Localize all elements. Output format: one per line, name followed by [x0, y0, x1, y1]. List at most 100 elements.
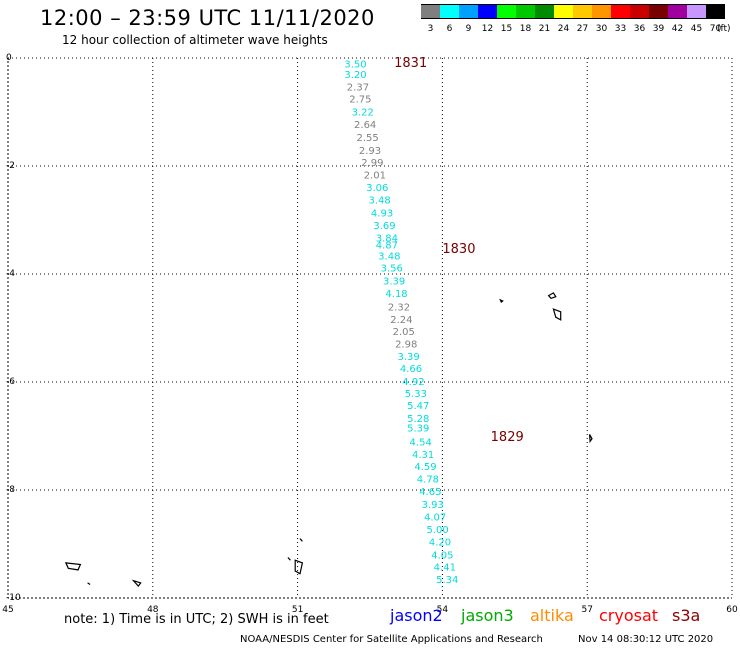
scale-label-18: 18 — [519, 24, 532, 34]
island-seychelles-b — [552, 308, 562, 321]
wave-height-value: 5.47 — [407, 401, 429, 412]
wave-height-value: 4.41 — [434, 563, 456, 574]
wave-height-value: 2.55 — [356, 133, 378, 144]
wave-height-value: 4.31 — [412, 450, 434, 461]
map-title: 12:00 – 23:59 UTC 11/11/2020 — [40, 6, 375, 30]
scale-label-21: 21 — [538, 24, 551, 34]
lat-tick-label: -10 — [6, 593, 21, 603]
scale-swatch-18 — [516, 4, 535, 19]
island-agalega — [589, 434, 593, 444]
satellite-s3a: s3a — [672, 606, 701, 625]
scale-unit: (ft) — [717, 24, 731, 34]
wave-height-value: 4.05 — [431, 550, 453, 561]
scale-swatch-45 — [687, 4, 706, 19]
scale-swatch-9 — [459, 4, 478, 19]
scale-swatch-12 — [478, 4, 497, 19]
lon-tick-label: 54 — [437, 605, 449, 615]
wave-height-value: 4.87 — [376, 240, 398, 251]
lat-tick-label: -8 — [6, 485, 15, 495]
wave-height-value: 4.65 — [419, 487, 441, 498]
scale-label-3: 3 — [427, 24, 434, 34]
wave-height-value: 4.07 — [424, 512, 446, 523]
wave-height-value: 3.39 — [397, 352, 419, 363]
wave-height-value: 3.48 — [369, 195, 391, 206]
wave-height-value: 5.33 — [405, 389, 427, 400]
scale-label-9: 9 — [465, 24, 472, 34]
scale-label-24: 24 — [557, 24, 570, 34]
pass-time-label: 1829 — [491, 430, 524, 445]
wave-height-value: 2.32 — [388, 302, 410, 313]
footer-credit: NOAA/NESDIS Center for Satellite Applica… — [240, 634, 543, 645]
wave-height-value: 3.20 — [344, 70, 366, 81]
wave-height-value: 2.75 — [349, 95, 371, 106]
scale-label-45: 45 — [690, 24, 703, 34]
wave-height-value: 4.18 — [385, 289, 407, 300]
wave-height-value: 3.06 — [366, 183, 388, 194]
wave-height-value: 3.69 — [373, 221, 395, 232]
wave-height-value: 2.37 — [347, 83, 369, 94]
lon-tick-label: 48 — [147, 605, 159, 615]
scale-swatch-70 — [706, 4, 725, 19]
pass-time-label: 1830 — [442, 242, 475, 257]
satellite-jason3: jason3 — [461, 606, 514, 625]
scale-swatch-3 — [421, 4, 440, 19]
map-subtitle: 12 hour collection of altimeter wave hei… — [62, 33, 328, 47]
island-seychelles-a — [547, 292, 557, 299]
wave-height-value: 4.59 — [414, 462, 436, 473]
wave-height-value: 3.84 — [376, 233, 398, 244]
wave-height-value: 4.20 — [429, 537, 451, 548]
scale-swatch-21 — [535, 4, 554, 19]
scale-swatch-24 — [554, 4, 573, 19]
wave-height-value: 2.01 — [364, 171, 386, 182]
lat-tick-label: -2 — [6, 161, 15, 171]
scale-label-12: 12 — [481, 24, 494, 34]
wave-height-value: 5.00 — [426, 525, 448, 536]
lon-tick-label: 45 — [2, 605, 13, 615]
wave-height-value: 4.54 — [410, 437, 432, 448]
wave-height-value: 3.56 — [381, 264, 403, 275]
wave-height-value: 3.22 — [352, 107, 374, 118]
island-cosmoledo — [131, 579, 142, 588]
satellite-cryosat: cryosat — [599, 606, 659, 625]
scale-label-15: 15 — [500, 24, 513, 34]
scale-swatch-39 — [649, 4, 668, 19]
lon-tick-label: 60 — [726, 605, 738, 615]
wave-height-value: 3.39 — [383, 276, 405, 287]
scale-swatch-42 — [668, 4, 687, 19]
scale-swatch-33 — [611, 4, 630, 19]
island-aldabra — [64, 562, 82, 571]
wave-height-value: 5.34 — [436, 575, 458, 586]
island-farquhar-b — [299, 538, 303, 542]
satellite-jason2: jason2 — [390, 606, 443, 625]
scale-swatch-15 — [497, 4, 516, 19]
scale-label-70: 70 — [709, 24, 722, 34]
wave-height-value: 3.93 — [422, 500, 444, 511]
island-providence — [287, 557, 291, 561]
footer-timestamp: Nov 14 08:30:12 UTC 2020 — [578, 634, 714, 645]
pass-time-label: 1831 — [394, 56, 427, 71]
wave-height-value: 3.50 — [344, 59, 366, 70]
scale-label-30: 30 — [595, 24, 608, 34]
wave-height-value: 5.28 — [407, 414, 429, 425]
wave-height-value: 2.93 — [359, 146, 381, 157]
wave-height-value: 2.24 — [390, 315, 412, 326]
wave-height-value: 2.05 — [393, 327, 415, 338]
lat-tick-label: -4 — [6, 269, 15, 279]
lon-tick-label: 57 — [581, 605, 592, 615]
scale-label-6: 6 — [446, 24, 453, 34]
wave-height-value: 4.92 — [402, 377, 424, 388]
scale-label-33: 33 — [614, 24, 627, 34]
wave-height-value: 4.66 — [400, 364, 422, 375]
scale-swatch-36 — [630, 4, 649, 19]
satellite-altika: altika — [530, 606, 574, 625]
wave-height-value: 5.39 — [407, 423, 429, 434]
scale-label-27: 27 — [576, 24, 589, 34]
wave-height-value: 2.98 — [395, 340, 417, 351]
legend-note: note: 1) Time is in UTC; 2) SWH is in fe… — [64, 612, 329, 627]
wave-height-value: 2.99 — [361, 158, 383, 169]
wave-height-value: 3.48 — [378, 252, 400, 263]
wave-height-value: 4.78 — [417, 475, 439, 486]
lon-tick-label: 51 — [292, 605, 303, 615]
lat-tick-label: -6 — [6, 377, 15, 387]
